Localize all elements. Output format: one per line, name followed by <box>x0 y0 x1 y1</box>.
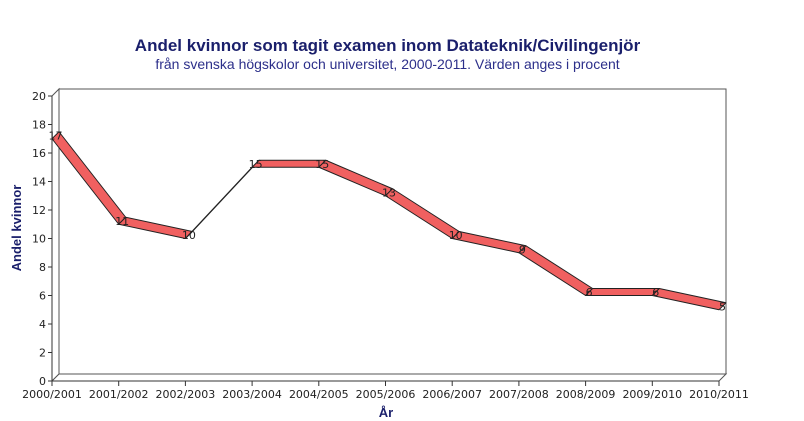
x-tick-label: 2005/2006 <box>356 388 416 401</box>
x-tick-label: 2009/2010 <box>622 388 682 401</box>
y-tick-label: 14 <box>32 176 46 189</box>
y-axis-label: Andel kvinnor <box>9 185 24 272</box>
chart-title: Andel kvinnor som tagit examen inom Data… <box>134 36 641 55</box>
data-label: 9 <box>519 243 526 256</box>
x-tick-label: 2002/2003 <box>156 388 216 401</box>
y-tick-label: 12 <box>32 204 46 217</box>
x-tick-label: 2008/2009 <box>556 388 616 401</box>
plot-frame <box>50 87 728 383</box>
data-label: 15 <box>249 158 263 171</box>
x-tick-label: 2001/2002 <box>89 388 149 401</box>
x-tick-label: 2010/2011 <box>689 388 749 401</box>
y-tick-label: 2 <box>39 347 46 360</box>
x-axis-ticks: 2000/2001 2001/2002 2002/2003 2003/2004 2004… <box>22 381 749 401</box>
data-label: 6 <box>652 286 659 299</box>
y-tick-label: 10 <box>32 233 46 246</box>
x-tick-label: 2003/2004 <box>222 388 282 401</box>
y-tick-label: 18 <box>32 119 46 132</box>
y-tick-label: 16 <box>32 147 46 160</box>
data-label: 6 <box>586 286 593 299</box>
y-tick-label: 4 <box>39 318 46 331</box>
x-tick-label: 2000/2001 <box>22 388 82 401</box>
y-tick-label: 0 <box>39 375 46 388</box>
y-tick-label: 8 <box>39 261 46 274</box>
x-tick-label: 2007/2008 <box>489 388 549 401</box>
x-tick-label: 2004/2005 <box>289 388 349 401</box>
series-ribbon <box>51 131 727 311</box>
data-label: 13 <box>382 186 396 199</box>
line-segment <box>585 288 660 296</box>
data-label: 11 <box>115 215 129 228</box>
data-labels: 17 11 10 15 15 13 10 9 6 6 5 <box>49 129 727 313</box>
y-axis-ticks: 0 2 4 6 8 10 12 14 16 18 20 <box>32 90 52 388</box>
data-label: 10 <box>449 229 463 242</box>
x-tick-label: 2006/2007 <box>422 388 482 401</box>
chart-subtitle: från svenska högskolor och universitet, … <box>155 56 620 72</box>
data-label: 15 <box>315 158 329 171</box>
data-label: 17 <box>49 129 63 142</box>
data-label: 10 <box>182 229 196 242</box>
floor <box>50 373 728 382</box>
y-tick-label: 6 <box>39 290 46 303</box>
line-segment <box>651 288 727 311</box>
x-axis-label: År <box>379 405 393 420</box>
y-tick-label: 20 <box>32 90 46 103</box>
data-label: 5 <box>719 300 726 313</box>
